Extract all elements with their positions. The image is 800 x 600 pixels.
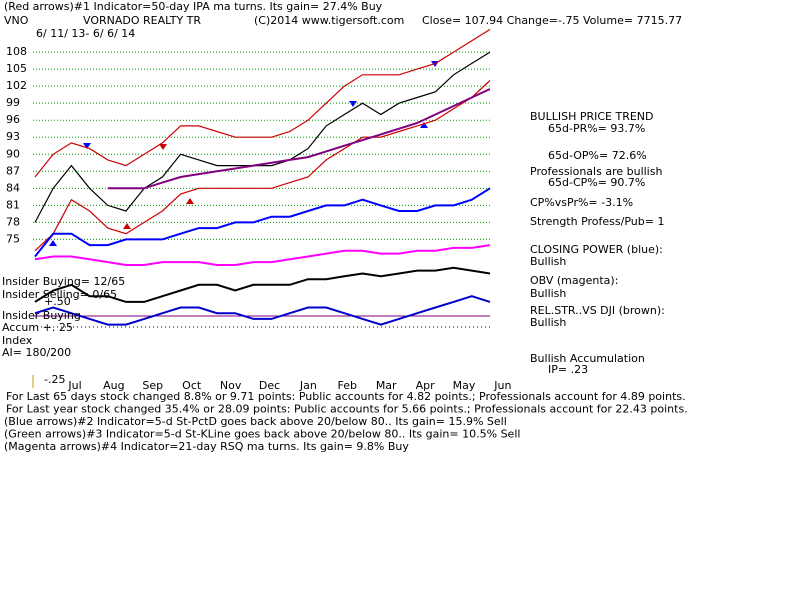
footer-line: (Magenta arrows)#4 Indicator=21-day RSQ … — [4, 440, 409, 453]
panel-text: Bullish — [530, 255, 566, 268]
panel-text: IP= .23 — [548, 363, 588, 376]
series-line — [34, 295, 491, 326]
panel-text: Strength Profess/Pub= 1 — [530, 215, 664, 228]
arrow — [349, 101, 357, 107]
x-tick-label: Jun — [493, 379, 511, 392]
series-line — [34, 244, 491, 266]
side-label: +.50 — [44, 295, 71, 308]
x-tick-label: Nov — [220, 379, 242, 392]
panel-text: 65d-PR%= 93.7% — [548, 122, 645, 135]
copyright: (C)2014 www.tigersoft.com — [254, 14, 404, 27]
side-label: Index — [2, 334, 33, 347]
y-tick-label: 81 — [6, 198, 20, 211]
footer-line: (Green arrows)#3 Indicator=5-d St-KLine … — [4, 428, 520, 441]
panel-text: Bullish — [530, 287, 566, 300]
y-tick-label: 84 — [6, 181, 20, 194]
y-tick-label: 96 — [6, 113, 20, 126]
x-tick-label: Jan — [299, 379, 317, 392]
series-line — [34, 80, 491, 252]
x-tick-label: May — [453, 379, 476, 392]
panel-text: 65d-CP%= 90.7% — [548, 176, 645, 189]
footer-line: For Last year stock changed 35.4% or 28.… — [6, 403, 688, 416]
arrow — [49, 240, 57, 246]
arrow — [123, 223, 131, 229]
y-tick-label: 105 — [6, 62, 27, 75]
y-tick-label: 108 — [6, 45, 27, 58]
x-tick-label: Sep — [142, 379, 163, 392]
side-label: Accum +. 25 — [2, 321, 73, 334]
series-line — [34, 28, 491, 178]
footer-line: (Blue arrows)#2 Indicator=5-d St-PctD go… — [4, 415, 507, 428]
series-line — [107, 88, 491, 190]
panel-text: OBV (magenta): — [530, 274, 618, 287]
panel-text: BULLISH PRICE TREND — [530, 110, 654, 123]
arrow — [83, 143, 91, 149]
y-tick-label: 75 — [6, 232, 20, 245]
side-label: Insider Selling= 0/65 — [2, 288, 117, 301]
x-tick-label: Dec — [259, 379, 280, 392]
footer-line: For Last 65 days stock changed 8.8% or 9… — [6, 390, 686, 403]
panel-text: CLOSING POWER (blue): — [530, 243, 663, 256]
series-line — [34, 187, 491, 258]
series-line — [34, 51, 491, 223]
quote: Close= 107.94 Change=-.75 Volume= 7715.7… — [422, 14, 682, 27]
arrow — [186, 198, 194, 204]
panel-text: REL.STR..VS DJI (brown): — [530, 304, 665, 317]
x-tick-label: Mar — [376, 379, 397, 392]
x-tick-label: Apr — [416, 379, 436, 392]
side-label: -.25 — [44, 373, 65, 386]
y-tick-label: 93 — [6, 130, 20, 143]
x-tick-label: Oct — [182, 379, 202, 392]
panel-text: Professionals are bullish — [530, 165, 662, 178]
y-tick-label: 87 — [6, 164, 20, 177]
arrow — [420, 122, 428, 128]
y-tick-label: 102 — [6, 79, 27, 92]
y-tick-label: 78 — [6, 215, 20, 228]
y-tick-label: 90 — [6, 147, 20, 160]
x-tick-label: Feb — [338, 379, 357, 392]
side-label: Insider Buying= 12/65 — [2, 275, 125, 288]
header-line: (Red arrows)#1 Indicator=50-day IPA ma t… — [4, 0, 383, 13]
y-tick-label: 99 — [6, 96, 20, 109]
company: VORNADO REALTY TR — [83, 14, 201, 27]
x-tick-label: Jul — [67, 379, 81, 392]
x-tick-label: Aug — [103, 379, 124, 392]
panel-text: Bullish — [530, 316, 566, 329]
side-label: AI= 180/200 — [2, 346, 71, 359]
panel-text: CP%vsPr%= -3.1% — [530, 196, 633, 209]
panel-text: Bullish Accumulation — [530, 352, 645, 365]
panel-text: 65d-OP%= 72.6% — [548, 149, 647, 162]
series-line — [34, 266, 491, 303]
arrow — [159, 144, 167, 150]
symbol: VNO — [4, 14, 29, 27]
date-range: 6/ 11/ 13- 6/ 6/ 14 — [36, 27, 135, 40]
side-label: Insider Buying — [2, 309, 81, 322]
